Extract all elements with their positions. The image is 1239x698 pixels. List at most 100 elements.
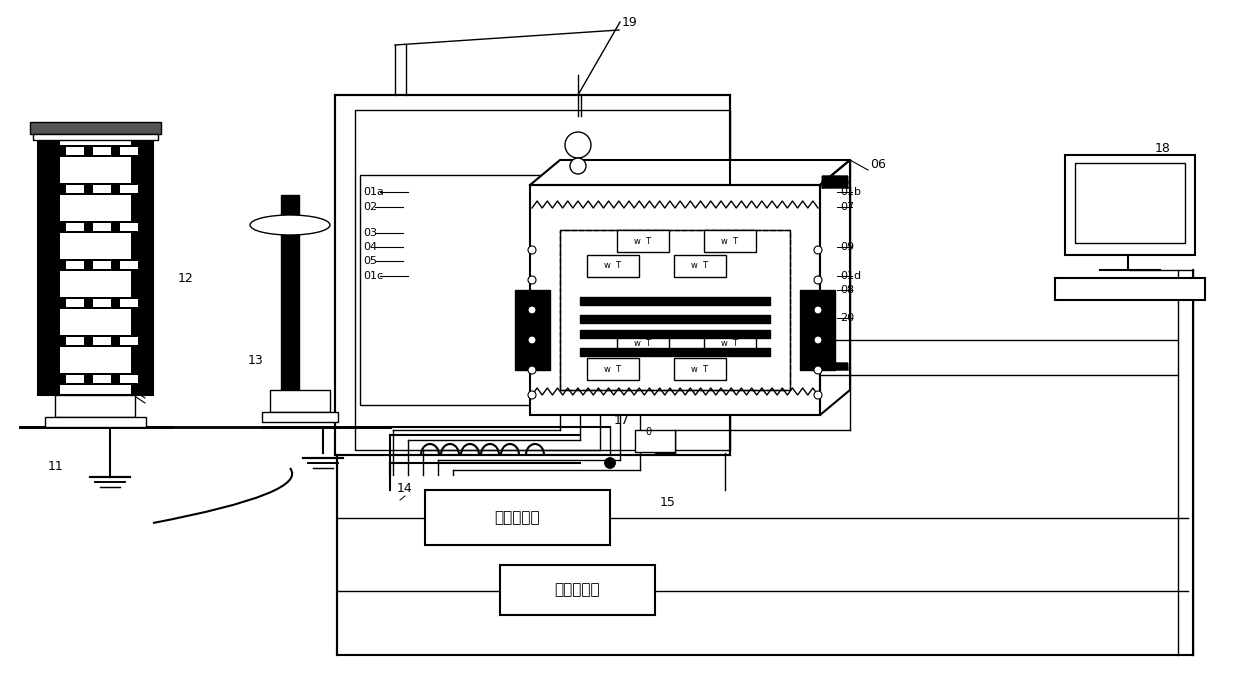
Circle shape bbox=[528, 276, 536, 284]
Bar bbox=[59, 335, 131, 347]
Bar bbox=[93, 185, 112, 193]
Circle shape bbox=[528, 306, 536, 314]
Bar bbox=[93, 261, 112, 269]
Bar bbox=[580, 330, 769, 338]
Bar bbox=[704, 333, 756, 355]
Text: 07: 07 bbox=[840, 202, 854, 212]
Text: w  T: w T bbox=[721, 237, 738, 246]
Bar bbox=[120, 375, 138, 383]
Text: 01b: 01b bbox=[840, 187, 861, 197]
Bar bbox=[1075, 163, 1184, 243]
Text: 19: 19 bbox=[622, 15, 638, 29]
Text: 18: 18 bbox=[1155, 142, 1171, 154]
Bar bbox=[66, 299, 84, 307]
Text: w  T: w T bbox=[634, 237, 652, 246]
Bar bbox=[361, 175, 555, 405]
Text: 17: 17 bbox=[615, 413, 629, 426]
Bar bbox=[120, 299, 138, 307]
Bar bbox=[560, 230, 790, 390]
Circle shape bbox=[814, 366, 821, 374]
Text: w  T: w T bbox=[691, 262, 709, 271]
Text: 温度分析仪: 温度分析仪 bbox=[494, 510, 540, 526]
Circle shape bbox=[814, 336, 821, 344]
Bar bbox=[93, 375, 112, 383]
Text: w  T: w T bbox=[605, 262, 622, 271]
Bar bbox=[281, 195, 299, 390]
Bar bbox=[59, 373, 131, 385]
Bar bbox=[59, 297, 131, 309]
Circle shape bbox=[565, 132, 591, 158]
Text: 06: 06 bbox=[870, 158, 886, 172]
Bar bbox=[59, 221, 131, 233]
Text: w  T: w T bbox=[605, 364, 622, 373]
Bar bbox=[800, 290, 835, 370]
Bar bbox=[425, 490, 610, 545]
Bar bbox=[515, 290, 550, 370]
Text: 05: 05 bbox=[363, 256, 377, 266]
Bar bbox=[33, 134, 159, 140]
Circle shape bbox=[528, 391, 536, 399]
Ellipse shape bbox=[250, 215, 330, 235]
Bar bbox=[560, 230, 790, 390]
Text: 20: 20 bbox=[840, 313, 854, 323]
Text: w  T: w T bbox=[721, 339, 738, 348]
Bar bbox=[674, 255, 726, 277]
Bar bbox=[356, 110, 730, 450]
Bar bbox=[580, 348, 769, 356]
Bar bbox=[120, 337, 138, 345]
Text: 01a: 01a bbox=[363, 187, 384, 197]
Text: 12: 12 bbox=[178, 272, 193, 285]
Bar bbox=[617, 333, 669, 355]
Bar bbox=[131, 125, 152, 395]
Bar bbox=[66, 337, 84, 345]
Text: 15: 15 bbox=[660, 496, 676, 510]
Bar bbox=[1066, 155, 1194, 255]
Bar bbox=[93, 299, 112, 307]
Bar bbox=[636, 430, 675, 452]
Circle shape bbox=[605, 458, 615, 468]
Polygon shape bbox=[820, 160, 850, 415]
Bar bbox=[530, 185, 820, 415]
Bar bbox=[587, 255, 639, 277]
Bar bbox=[580, 297, 769, 305]
Text: 09: 09 bbox=[840, 242, 854, 252]
Bar bbox=[66, 375, 84, 383]
Bar bbox=[335, 95, 730, 455]
Circle shape bbox=[814, 306, 821, 314]
Bar bbox=[120, 147, 138, 155]
Text: 14: 14 bbox=[396, 482, 413, 494]
Bar bbox=[66, 147, 84, 155]
Circle shape bbox=[814, 391, 821, 399]
Text: 03: 03 bbox=[363, 228, 377, 238]
Bar bbox=[120, 185, 138, 193]
Text: 13: 13 bbox=[248, 353, 264, 366]
Text: 01c: 01c bbox=[363, 271, 383, 281]
Bar bbox=[617, 230, 669, 252]
Bar bbox=[59, 259, 131, 271]
Bar bbox=[45, 417, 146, 427]
Bar bbox=[261, 412, 338, 422]
Text: w  T: w T bbox=[691, 364, 709, 373]
Bar bbox=[270, 390, 330, 412]
Bar bbox=[1054, 278, 1206, 300]
Text: 04: 04 bbox=[363, 242, 377, 252]
Text: 0: 0 bbox=[646, 427, 652, 437]
Circle shape bbox=[814, 246, 821, 254]
Bar bbox=[38, 125, 152, 395]
Circle shape bbox=[528, 366, 536, 374]
Bar bbox=[93, 147, 112, 155]
Text: 01d: 01d bbox=[840, 271, 861, 281]
Bar bbox=[38, 125, 59, 395]
Bar bbox=[59, 183, 131, 195]
Polygon shape bbox=[530, 160, 850, 185]
Bar bbox=[93, 223, 112, 231]
Bar bbox=[674, 358, 726, 380]
Circle shape bbox=[528, 246, 536, 254]
Bar bbox=[66, 223, 84, 231]
Bar bbox=[587, 358, 639, 380]
Circle shape bbox=[570, 158, 586, 174]
Circle shape bbox=[814, 276, 821, 284]
Circle shape bbox=[528, 336, 536, 344]
Text: w  T: w T bbox=[634, 339, 652, 348]
Bar bbox=[93, 337, 112, 345]
